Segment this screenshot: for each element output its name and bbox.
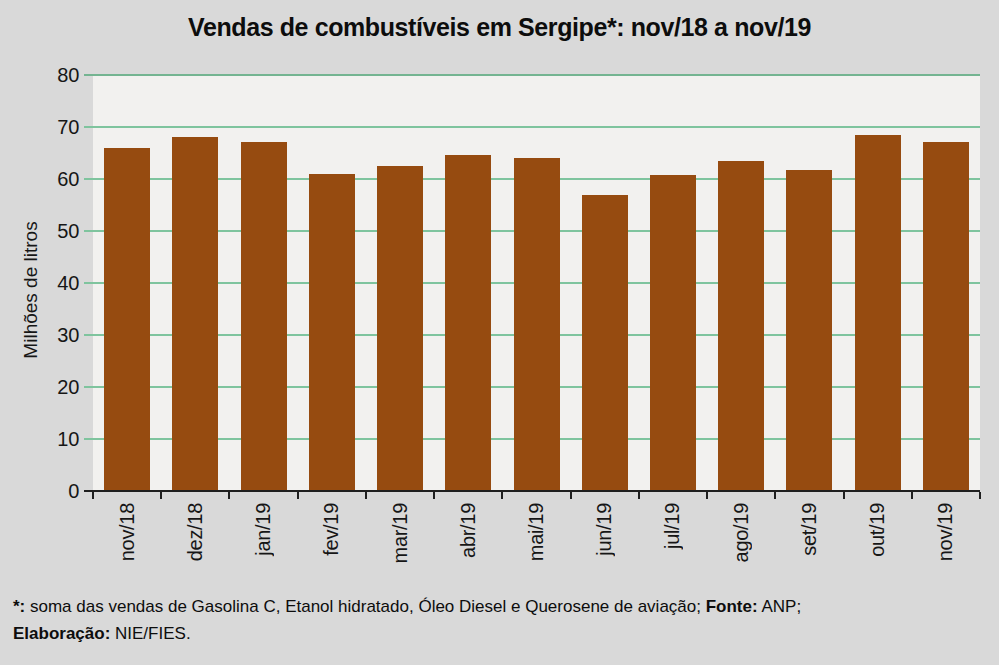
y-tick-label-80: 80	[0, 65, 79, 86]
x-label-ago/19: ago/19	[730, 503, 753, 562]
x-tick	[638, 492, 640, 499]
x-tick	[911, 492, 913, 499]
y-tick-label-10: 10	[0, 429, 79, 450]
footnote-line: Elaboração: NIE/FIES.	[13, 620, 988, 647]
x-tick	[774, 492, 776, 499]
x-tick	[297, 492, 299, 499]
x-label-slot: mai/19	[502, 503, 570, 589]
bar-slot	[93, 75, 161, 491]
x-label-slot: ago/19	[707, 503, 775, 589]
bar-slot	[639, 75, 707, 491]
bar-dez/18	[172, 137, 218, 491]
bar-mar/19	[377, 166, 423, 491]
bar-nov/19	[923, 142, 969, 491]
x-axis-labels: nov/18 dez/18 jan/19 fev/19 mar/19 abr/19 mai/…	[93, 503, 980, 589]
y-tick-label-20: 20	[0, 377, 79, 398]
y-tick-label-30: 30	[0, 325, 79, 346]
x-label-slot: mar/19	[366, 503, 434, 589]
bar-jun/19	[582, 195, 628, 491]
x-tick	[706, 492, 708, 499]
bar-slot	[229, 75, 297, 491]
bar-slot	[571, 75, 639, 491]
x-label-slot: fev/19	[298, 503, 366, 589]
x-label-mar/19: mar/19	[389, 503, 412, 563]
x-tick	[160, 492, 162, 499]
bar-slot	[844, 75, 912, 491]
x-label-slot: set/19	[775, 503, 843, 589]
x-axis-ticks	[93, 491, 980, 500]
x-label-dez/18: dez/18	[184, 503, 207, 561]
footnote-segment: NIE/FIES.	[110, 624, 190, 643]
bar-out/19	[855, 135, 901, 491]
x-label-mai/19: mai/19	[525, 503, 548, 561]
x-label-slot: jun/19	[571, 503, 639, 589]
y-tick-label-0: 0	[0, 481, 79, 502]
bar-series	[93, 75, 980, 491]
x-label-slot: jan/19	[229, 503, 297, 589]
chart-title: Vendas de combustíveis em Sergipe*: nov/…	[0, 13, 999, 42]
x-label-nov/19: nov/19	[934, 503, 957, 561]
bar-ago/19	[718, 161, 764, 491]
x-label-jan/19: jan/19	[252, 503, 275, 556]
plot-area	[93, 75, 980, 491]
x-tick	[979, 492, 981, 499]
x-label-fev/19: fev/19	[320, 503, 343, 556]
x-label-out/19: out/19	[866, 503, 889, 557]
bar-slot	[707, 75, 775, 491]
x-tick	[501, 492, 503, 499]
chart-canvas: Vendas de combustíveis em Sergipe*: nov/…	[0, 0, 999, 665]
bar-slot	[366, 75, 434, 491]
footnote: *: soma das vendas de Gasolina C, Etanol…	[13, 593, 988, 647]
footnote-segment: *:	[13, 597, 25, 616]
bar-slot	[912, 75, 980, 491]
footnote-line: *: soma das vendas de Gasolina C, Etanol…	[13, 593, 988, 620]
x-label-jul/19: jul/19	[661, 503, 684, 549]
y-tick-label-70: 70	[0, 117, 79, 138]
x-tick	[92, 492, 94, 499]
x-label-slot: nov/19	[912, 503, 980, 589]
x-tick	[843, 492, 845, 499]
bar-slot	[434, 75, 502, 491]
x-tick	[228, 492, 230, 499]
footnote-segment: Elaboração:	[13, 624, 110, 643]
x-label-slot: jul/19	[639, 503, 707, 589]
bar-set/19	[786, 170, 832, 491]
x-label-set/19: set/19	[798, 503, 821, 556]
x-tick	[365, 492, 367, 499]
x-tick	[433, 492, 435, 499]
bar-abr/19	[445, 155, 491, 491]
footnote-segment: ANP;	[758, 597, 801, 616]
bar-slot	[775, 75, 843, 491]
y-tick-label-50: 50	[0, 221, 79, 242]
x-label-slot: nov/18	[93, 503, 161, 589]
bar-slot	[502, 75, 570, 491]
x-label-slot: abr/19	[434, 503, 502, 589]
footnote-segment: soma das vendas de Gasolina C, Etanol hi…	[25, 597, 705, 616]
x-label-jun/19: jun/19	[593, 503, 616, 556]
bar-nov/18	[104, 148, 150, 491]
footnote-segment: Fonte:	[706, 597, 758, 616]
bar-jan/19	[241, 142, 287, 491]
x-label-slot: out/19	[844, 503, 912, 589]
y-tick-label-60: 60	[0, 169, 79, 190]
x-label-abr/19: abr/19	[457, 503, 480, 558]
bar-slot	[161, 75, 229, 491]
bar-fev/19	[309, 174, 355, 491]
bar-mai/19	[514, 158, 560, 491]
x-tick	[570, 492, 572, 499]
x-label-slot: dez/18	[161, 503, 229, 589]
bar-jul/19	[650, 175, 696, 491]
bar-slot	[298, 75, 366, 491]
x-label-nov/18: nov/18	[116, 503, 139, 561]
y-tick-label-40: 40	[0, 273, 79, 294]
